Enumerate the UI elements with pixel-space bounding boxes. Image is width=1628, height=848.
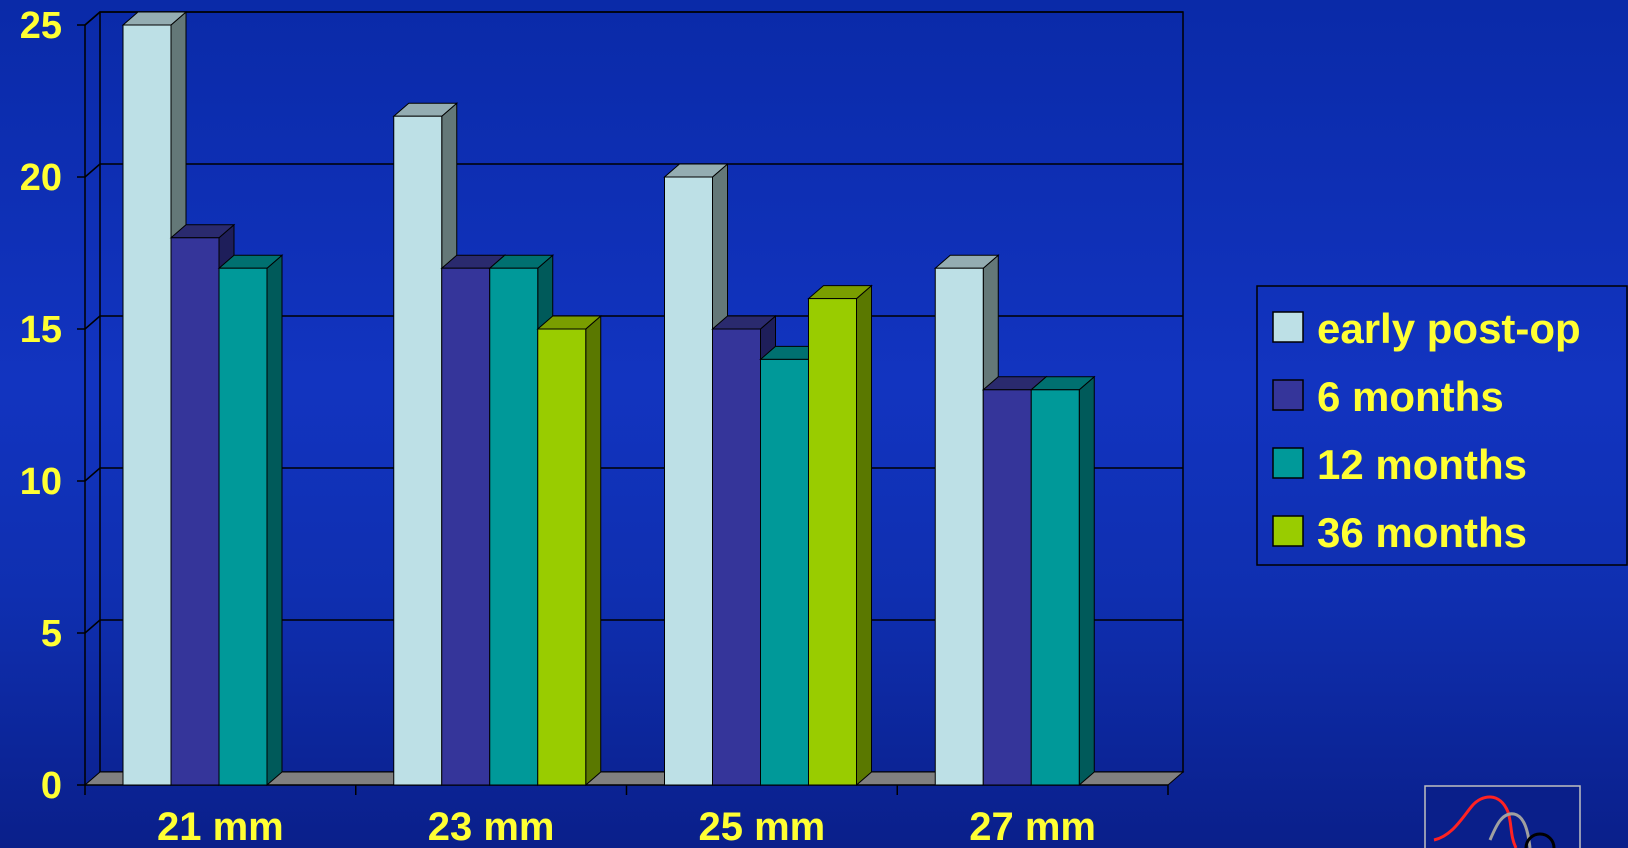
heart-logo-icon — [1424, 785, 1581, 848]
x-category-label: 23 mm — [428, 805, 555, 848]
legend-swatch — [1272, 447, 1304, 479]
bar-front — [122, 24, 172, 786]
bar-side — [585, 314, 602, 787]
bar-side — [1078, 375, 1095, 787]
legend-label: early post-op — [1317, 305, 1581, 352]
bar-front — [934, 267, 984, 786]
legend-label: 6 months — [1317, 373, 1504, 420]
bar-front — [537, 328, 587, 786]
gridline-side — [84, 315, 101, 330]
logo-black-circle — [1524, 832, 1556, 848]
bar-front — [393, 115, 443, 786]
bar-front — [489, 267, 539, 786]
bar-side — [266, 254, 283, 787]
bar — [217, 254, 284, 787]
bar-front — [982, 389, 1032, 786]
logo-red-curve — [1433, 795, 1518, 848]
y-tick-label: 5 — [41, 613, 62, 655]
bar-front — [664, 176, 713, 786]
x-axis-categories: 21 mm 23 mm 25 mm 27 mm — [84, 785, 1169, 848]
bar-front — [712, 328, 761, 786]
bar-front — [760, 358, 809, 786]
bar — [536, 314, 603, 787]
legend: early post-op 6 months 12 months 36 months — [1256, 285, 1628, 566]
logo-gray-curve — [1488, 812, 1532, 848]
legend-swatch — [1272, 311, 1304, 343]
y-tick-label: 20 — [20, 157, 62, 199]
y-tick-label: 10 — [20, 461, 62, 503]
logo-frame — [1424, 785, 1581, 848]
legend-box — [1256, 285, 1628, 566]
legend-label: 12 months — [1317, 441, 1527, 488]
gridline-side — [84, 163, 101, 178]
bar-front — [441, 267, 491, 786]
x-category-label: 25 mm — [699, 805, 826, 848]
bar-front — [170, 237, 220, 786]
gridline-side — [84, 467, 101, 482]
bar-side — [856, 284, 872, 787]
legend-label: 36 months — [1317, 509, 1527, 556]
gridline-side — [84, 619, 101, 634]
bar-front — [218, 267, 268, 786]
legend-swatch — [1272, 379, 1304, 411]
x-category-label: 21 mm — [157, 805, 284, 848]
legend-swatch — [1272, 515, 1304, 547]
y-tick-label: 0 — [41, 765, 62, 807]
y-tick-label: 15 — [20, 309, 62, 351]
gridline-side — [84, 11, 101, 26]
bar — [807, 284, 873, 787]
bar — [1029, 375, 1096, 787]
bar-front — [1030, 389, 1080, 786]
x-category-label: 27 mm — [969, 805, 1096, 848]
y-tick-label: 25 — [20, 5, 62, 47]
bar-front — [808, 298, 857, 786]
bars-layer — [121, 10, 1096, 787]
y-axis-ticks: 0 5 10 15 20 25 — [20, 5, 62, 807]
